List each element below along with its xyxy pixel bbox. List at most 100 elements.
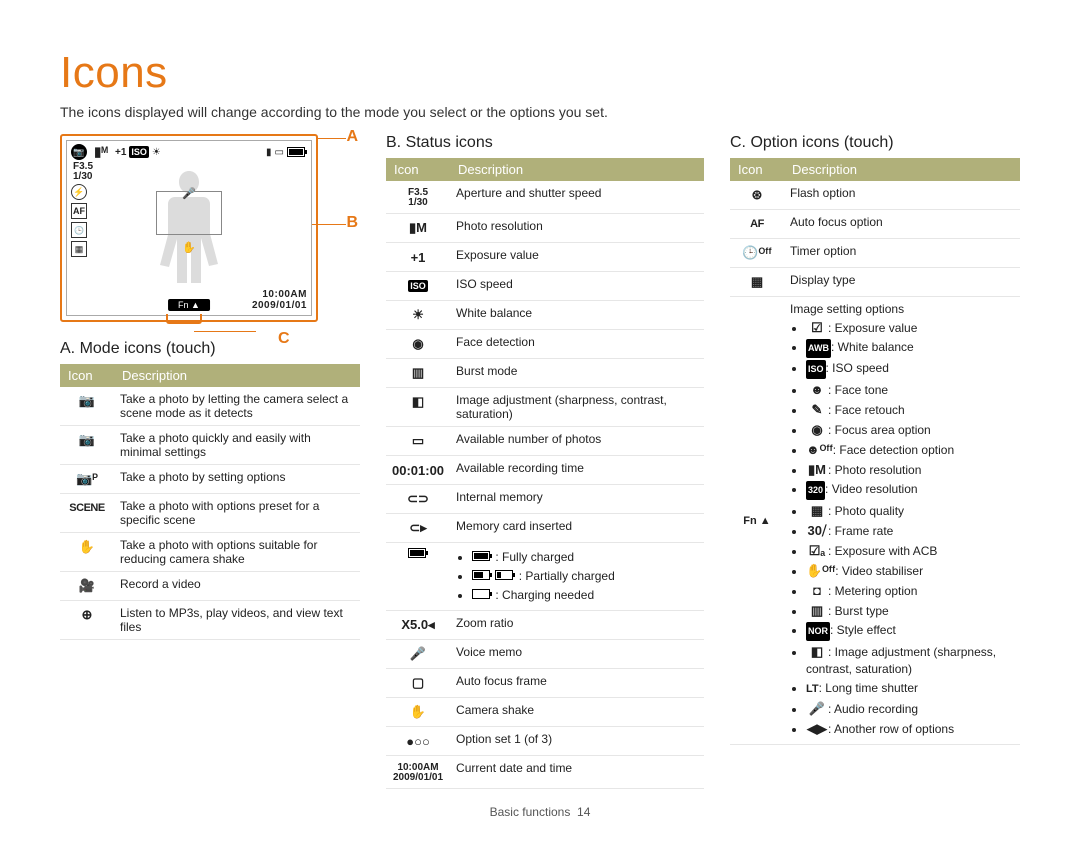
list-item: ISO: ISO speed xyxy=(806,359,1014,380)
timer-icon: 🕒 xyxy=(71,222,87,238)
table-row: 10:00AM 2009/01/01Current date and time xyxy=(386,756,704,789)
list-item: : Partially charged xyxy=(472,567,698,586)
table-row: ▮MPhoto resolution xyxy=(386,214,704,243)
table-row: ✋Camera shake xyxy=(386,698,704,727)
desc-cell: Available number of photos xyxy=(450,427,704,456)
th-icon: Icon xyxy=(730,158,784,181)
shake-icon: ✋ xyxy=(182,241,196,254)
table-row: 🕒ᴼᶠᶠTimer option xyxy=(730,239,1020,268)
icon-cell: X5.0◂ xyxy=(386,611,450,640)
section-b-heading: B. Status icons xyxy=(386,134,704,152)
icon-cell: ⊕ xyxy=(60,601,114,640)
icon-cell: ⊂⊃ xyxy=(386,485,450,514)
desc-cell: White balance xyxy=(450,301,704,330)
fn-bar: Fn ▲ xyxy=(168,299,210,311)
icon-cell: ●○○ xyxy=(386,727,450,756)
icon-cell: 10:00AM 2009/01/01 xyxy=(386,756,450,789)
desc-cell: Image adjustment (sharpness, contrast, s… xyxy=(450,388,704,427)
th-desc: Description xyxy=(784,158,1020,181)
list-item: 🎤: Audio recording xyxy=(806,699,1014,719)
icon-cell: 🎥 xyxy=(60,572,114,601)
af-icon: AF xyxy=(71,203,87,219)
icon-cell xyxy=(386,543,450,611)
display-datetime: 10:00AM 2009/01/01 xyxy=(252,289,307,311)
list-item: ◘: Metering option xyxy=(806,581,1014,601)
icon-cell: 📷 xyxy=(60,387,114,426)
flash-icon: ⚡ xyxy=(71,184,87,200)
display-shutter: 1/30 xyxy=(67,172,97,182)
table-row: ✋Take a photo with options suitable for … xyxy=(60,533,360,572)
icon-cell: ◧ xyxy=(386,388,450,427)
icon-cell: ▭ xyxy=(386,427,450,456)
status-res-icon: ▮ᴹ xyxy=(90,144,112,160)
mic-icon: 🎤 xyxy=(182,187,196,200)
col-right: C. Option icons (touch) Icon Description… xyxy=(730,134,1020,789)
icon-cell: ☀ xyxy=(386,301,450,330)
table-b: Icon Description F3.5 1/30Aperture and s… xyxy=(386,158,704,789)
table-row: ⊂⊃Internal memory xyxy=(386,485,704,514)
desc-cell: Take a photo quickly and easily with min… xyxy=(114,426,360,465)
table-row: ▢Auto focus frame xyxy=(386,669,704,698)
table-row: 🎥Record a video xyxy=(60,572,360,601)
desc-cell: Image setting options☑: Exposure valueAW… xyxy=(784,297,1020,745)
table-row: ●○○Option set 1 (of 3) xyxy=(386,727,704,756)
list-item: AWB: White balance xyxy=(806,338,1014,359)
desc-cell: Auto focus option xyxy=(784,210,1020,239)
icon-cell: 📷ᴾ xyxy=(60,465,114,494)
icon-cell: +1 xyxy=(386,243,450,272)
display-type-icon: ▦ xyxy=(71,241,87,257)
desc-cell: Timer option xyxy=(784,239,1020,268)
table-c: Icon Description ⊛Flash optionAFAuto foc… xyxy=(730,158,1020,745)
table-row: ▥Burst mode xyxy=(386,359,704,388)
table-row: SCENETake a photo with options preset fo… xyxy=(60,494,360,533)
th-icon: Icon xyxy=(60,364,114,387)
icon-cell: ⊛ xyxy=(730,181,784,210)
icon-cell: ISO xyxy=(386,272,450,301)
list-item: ✋ᴼᶠᶠ: Video stabiliser xyxy=(806,561,1014,581)
table-row: ▦Display type xyxy=(730,268,1020,297)
section-a-heading: A. Mode icons (touch) xyxy=(60,340,360,358)
icon-cell: Fn ▲ xyxy=(730,297,784,745)
content-columns: A B 📷 ▮ᴹ +1 ISO ☀ xyxy=(60,134,1020,789)
icon-cell: ▢ xyxy=(386,669,450,698)
table-row: ⊕Listen to MP3s, play videos, and view t… xyxy=(60,601,360,640)
desc-cell: Display type xyxy=(784,268,1020,297)
icon-cell: 🕒ᴼᶠᶠ xyxy=(730,239,784,268)
th-desc: Description xyxy=(450,158,704,181)
camera-display-outline: A B 📷 ▮ᴹ +1 ISO ☀ xyxy=(60,134,318,322)
table-row: Fn ▲Image setting options☑: Exposure val… xyxy=(730,297,1020,745)
icon-cell: 🎤 xyxy=(386,640,450,669)
label-a: A xyxy=(346,128,358,146)
table-row: ▭Available number of photos xyxy=(386,427,704,456)
desc-cell: Current date and time xyxy=(450,756,704,789)
label-b: B xyxy=(346,214,358,232)
desc-cell: Internal memory xyxy=(450,485,704,514)
desc-cell: Take a photo with options preset for a s… xyxy=(114,494,360,533)
desc-cell: Take a photo by letting the camera selec… xyxy=(114,387,360,426)
table-row: +1Exposure value xyxy=(386,243,704,272)
list-item: ▦: Photo quality xyxy=(806,501,1014,521)
desc-cell: Burst mode xyxy=(450,359,704,388)
table-row: ⊛Flash option xyxy=(730,181,1020,210)
icon-cell: 📷 xyxy=(60,426,114,465)
icon-cell: ▦ xyxy=(730,268,784,297)
th-icon: Icon xyxy=(386,158,450,181)
page-intro: The icons displayed will change accordin… xyxy=(60,104,1020,120)
options-label: Image setting options xyxy=(790,302,1014,316)
th-desc: Description xyxy=(114,364,360,387)
camera-display: 📷 ▮ᴹ +1 ISO ☀ ▮ ▭ xyxy=(66,140,312,316)
desc-cell: ISO speed xyxy=(450,272,704,301)
icon-cell: 00:01:00 xyxy=(386,456,450,485)
desc-cell: Photo resolution xyxy=(450,214,704,243)
table-row: ☀White balance xyxy=(386,301,704,330)
icon-cell: ▥ xyxy=(386,359,450,388)
icon-cell: ✋ xyxy=(386,698,450,727)
table-a: Icon Description 📷Take a photo by lettin… xyxy=(60,364,360,640)
table-row: 📷ᴾTake a photo by setting options xyxy=(60,465,360,494)
desc-cell: Zoom ratio xyxy=(450,611,704,640)
list-item: ◉: Focus area option xyxy=(806,420,1014,440)
table-row: 📷Take a photo by letting the camera sele… xyxy=(60,387,360,426)
desc-cell: Camera shake xyxy=(450,698,704,727)
col-left: A B 📷 ▮ᴹ +1 ISO ☀ xyxy=(60,134,360,789)
icon-cell: AF xyxy=(730,210,784,239)
